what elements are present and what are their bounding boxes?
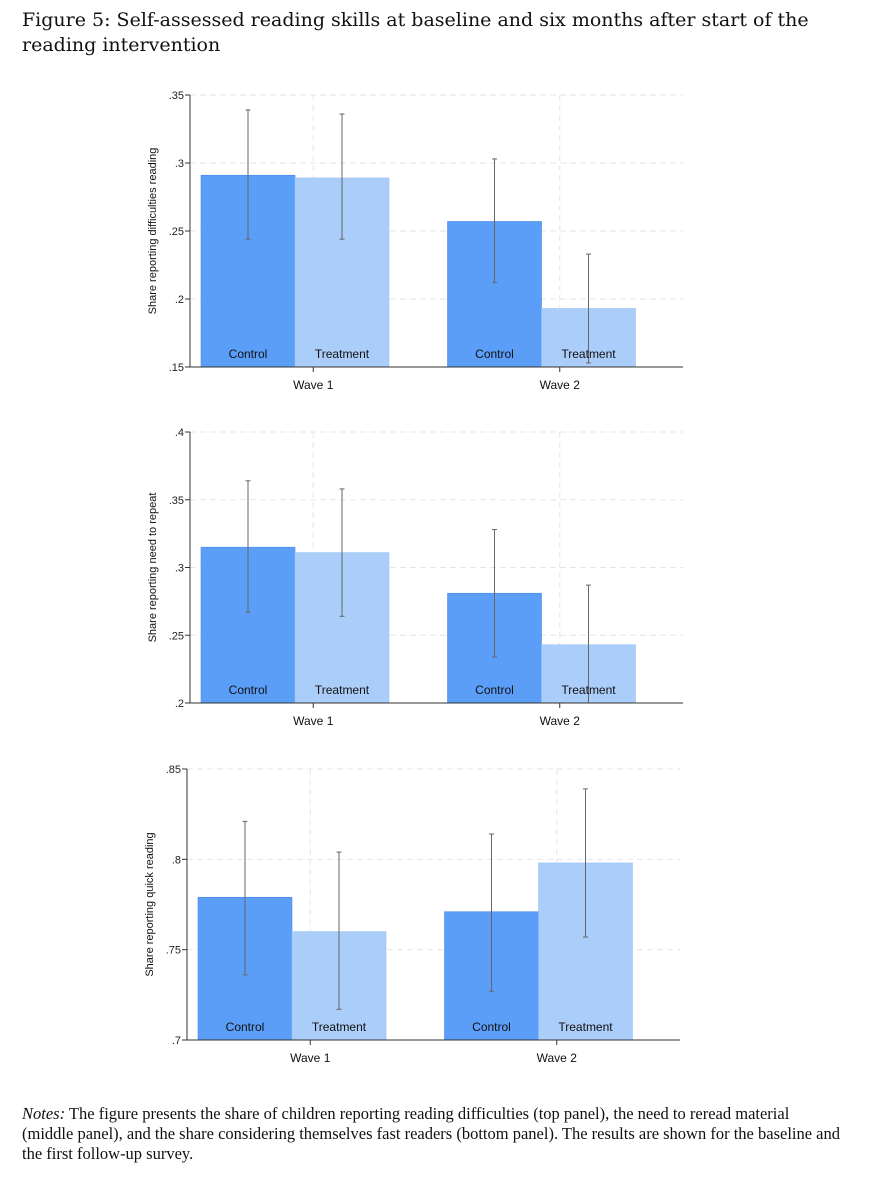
category-label: Wave 2 — [537, 1051, 578, 1065]
y-tick-label: .35 — [169, 90, 184, 102]
chart-panel-repeat: Control Treatment Wave 1 Control Treatment Wa… — [147, 427, 683, 728]
figure-notes: Notes: The figure presents the share of … — [22, 1104, 842, 1164]
category-label: Wave 1 — [293, 714, 334, 728]
y-axis-title: Share reporting difficulties reading — [147, 148, 159, 315]
y-tick-label: .3 — [175, 158, 184, 170]
y-tick-label: .2 — [175, 294, 184, 306]
figure-title: Figure 5: Self-assessed reading skills a… — [22, 9, 809, 56]
bar-label: Treatment — [315, 683, 370, 697]
bar-label: Control — [226, 1020, 265, 1034]
chart-panel-difficulties: Control Treatment Wave 1 Control Treatment Wa… — [147, 90, 683, 392]
y-tick-label: .85 — [166, 764, 181, 776]
y-tick-label: .35 — [169, 495, 184, 507]
notes-label: Notes: — [22, 1104, 66, 1123]
bar-label: Treatment — [558, 1020, 613, 1034]
category-label: Wave 1 — [293, 378, 334, 392]
y-axis-title: Share reporting quick reading — [144, 832, 156, 976]
bar-label: Treatment — [561, 347, 616, 361]
bar-label: Control — [229, 683, 268, 697]
bar-label: Control — [475, 347, 514, 361]
y-tick-label: .3 — [175, 563, 184, 575]
bar-label: Control — [472, 1020, 511, 1034]
bar-label: Control — [229, 347, 268, 361]
y-tick-label: .75 — [166, 945, 181, 957]
notes-text: The figure presents the share of childre… — [22, 1104, 841, 1163]
bar-label: Treatment — [561, 683, 616, 697]
y-tick-label: .25 — [169, 226, 184, 238]
bar-label: Treatment — [315, 347, 370, 361]
bar-label: Control — [475, 683, 514, 697]
category-label: Wave 2 — [540, 378, 581, 392]
y-tick-label: .4 — [175, 427, 184, 439]
y-tick-label: .15 — [169, 362, 184, 374]
category-label: Wave 1 — [290, 1051, 331, 1065]
category-label: Wave 2 — [540, 714, 581, 728]
y-tick-label: .25 — [169, 630, 184, 642]
bar-label: Treatment — [312, 1020, 367, 1034]
y-tick-label: .8 — [172, 854, 181, 866]
y-tick-label: .2 — [175, 698, 184, 710]
chart-panel-quick-reading: Control Treatment Wave 1 Control Treatment Wa… — [144, 764, 680, 1065]
y-tick-label: .7 — [172, 1035, 181, 1047]
y-axis-title: Share reporting need to repeat — [147, 493, 159, 643]
